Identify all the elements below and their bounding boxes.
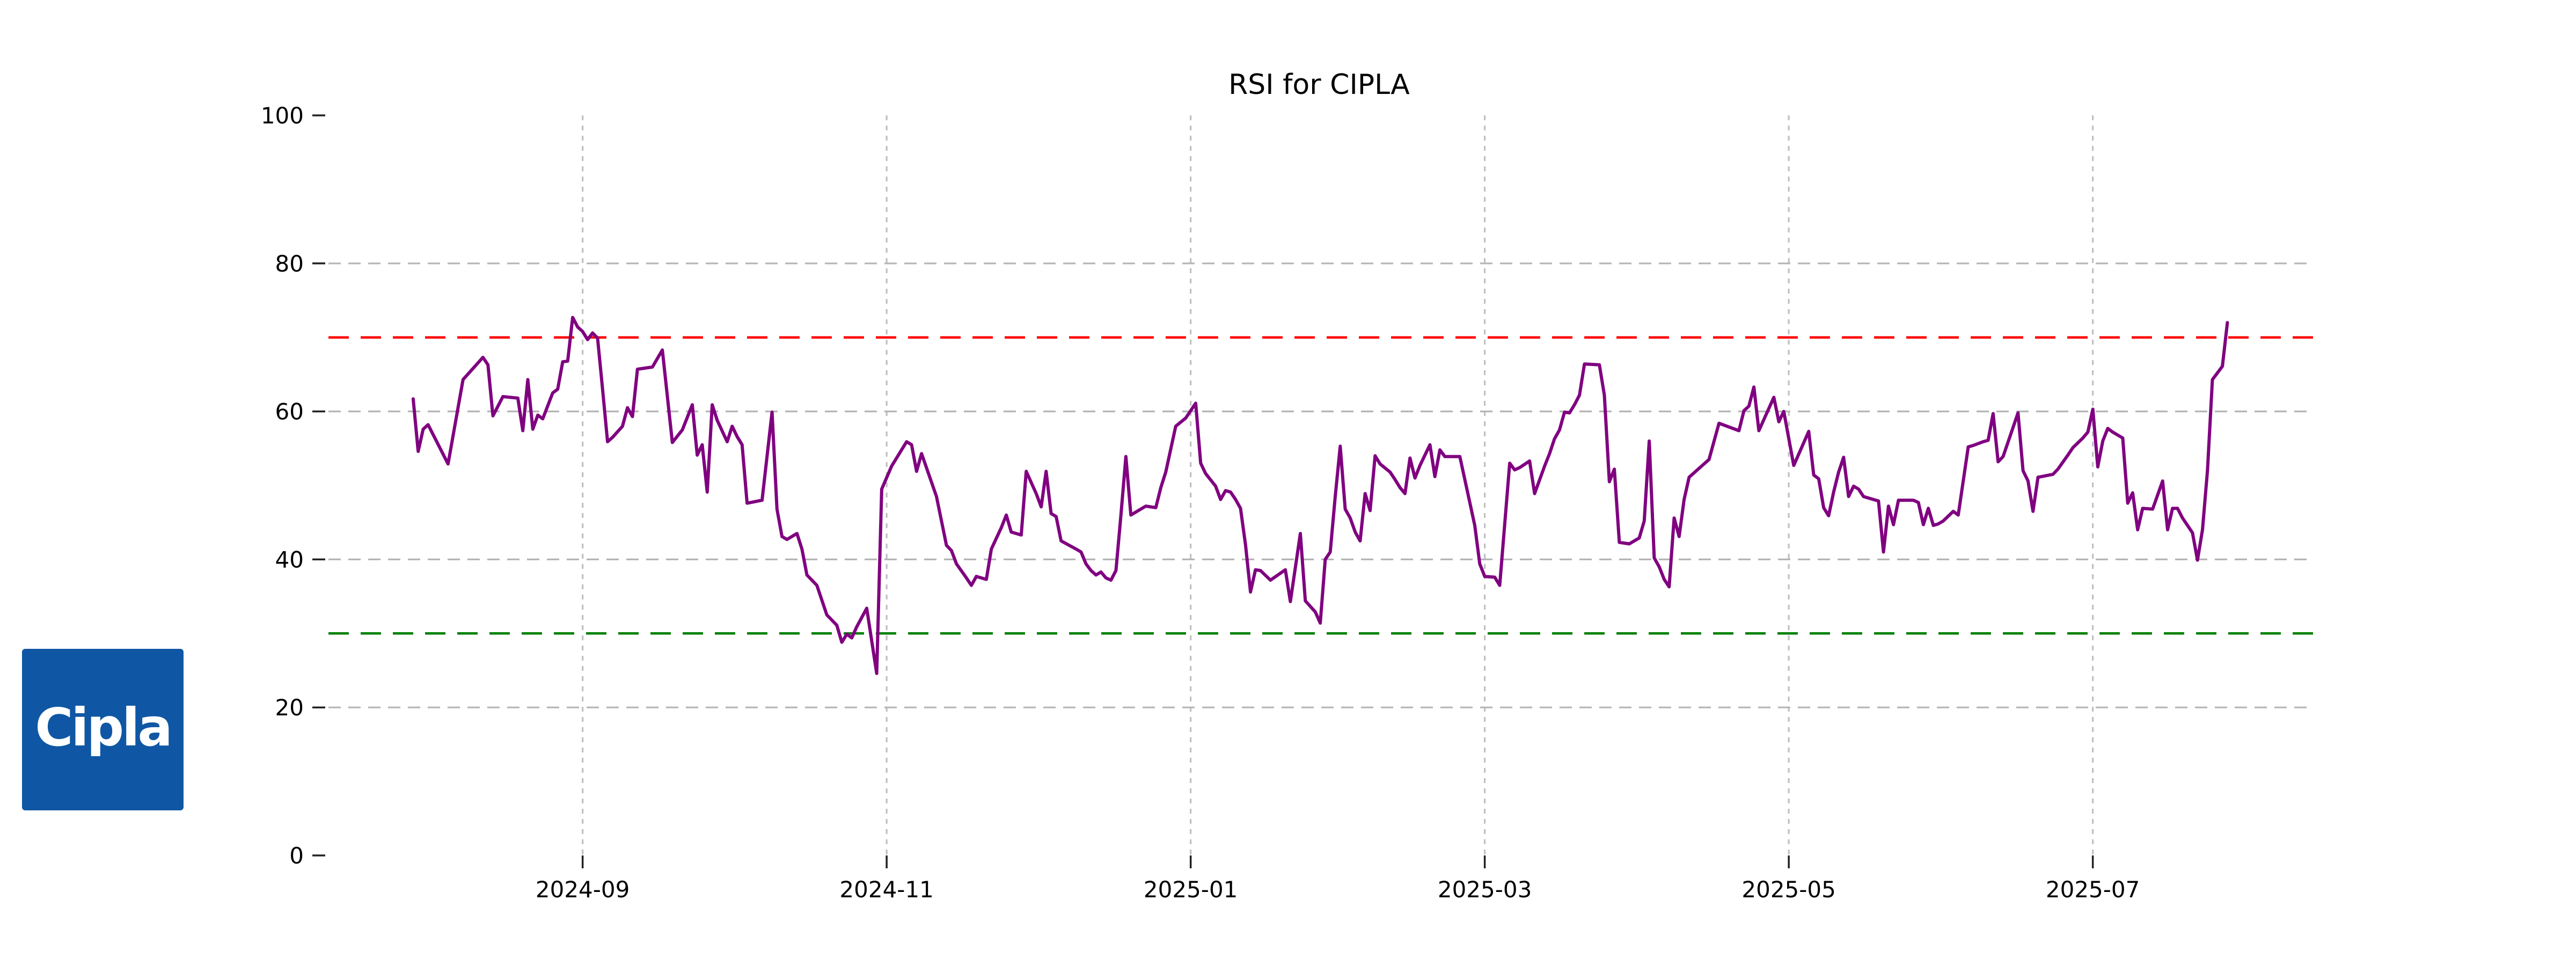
y-tick-label: 80 <box>275 251 304 277</box>
x-tick-label: 2025-01 <box>1144 876 1238 903</box>
x-tick-label: 2024-11 <box>839 876 934 903</box>
cipla-logo: Cipla <box>22 649 184 810</box>
x-tick-label: 2025-07 <box>2046 876 2140 903</box>
chart-title: RSI for CIPLA <box>1228 69 1410 101</box>
y-tick-label: 100 <box>261 103 304 129</box>
y-tick-label: 40 <box>275 546 304 573</box>
rsi-line <box>411 316 2229 675</box>
cipla-logo-text: Cipla <box>35 697 173 758</box>
y-tick-label: 60 <box>275 399 304 425</box>
y-tick-label: 0 <box>289 843 304 869</box>
x-tick-label: 2024-09 <box>536 876 630 903</box>
y-tick-label: 20 <box>275 694 304 721</box>
x-tick-label: 2025-03 <box>1438 876 1532 903</box>
x-tick-label: 2025-05 <box>1741 876 1836 903</box>
